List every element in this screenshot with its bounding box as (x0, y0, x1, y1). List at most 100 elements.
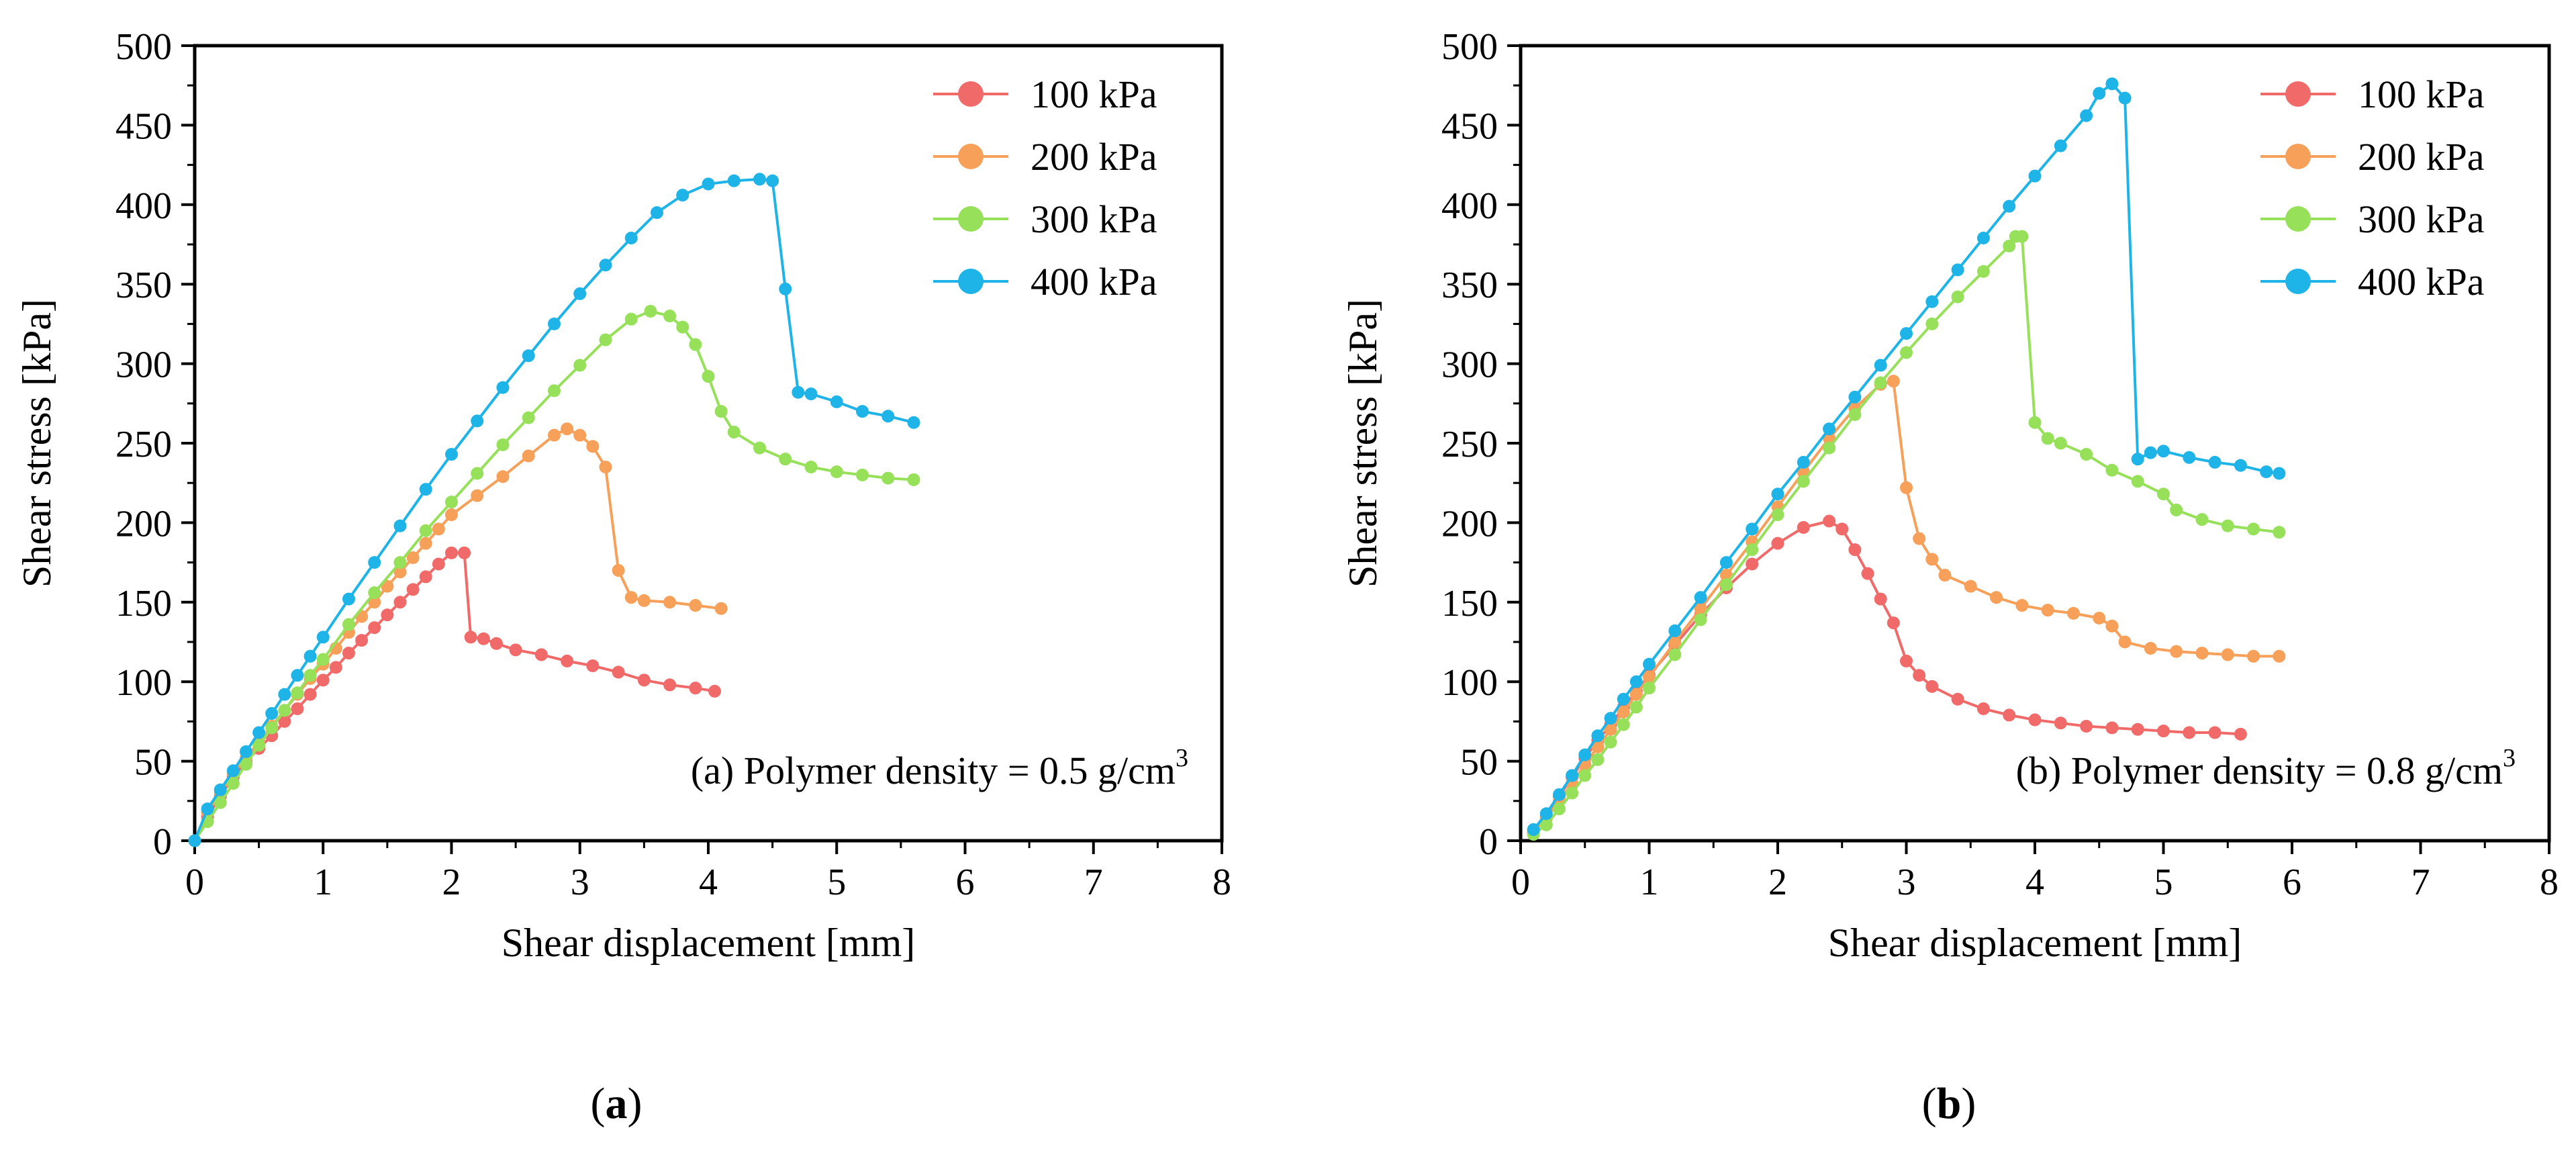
data-point (714, 602, 728, 615)
data-point (291, 702, 304, 715)
data-point (2093, 87, 2106, 100)
data-point (368, 621, 381, 635)
data-point (1925, 553, 1939, 566)
legend-marker (2285, 81, 2311, 107)
legend-label: 400 kPa (1031, 260, 1157, 304)
x-tick-label: 8 (1212, 862, 1231, 903)
data-point (303, 688, 317, 701)
data-point (342, 647, 355, 660)
series-line (193, 427, 722, 841)
data-point (2105, 721, 2119, 735)
data-point (599, 333, 612, 346)
data-point (586, 440, 600, 453)
data-point (1643, 682, 1656, 695)
data-point (702, 370, 715, 383)
data-point (1746, 557, 1759, 571)
data-point (1643, 657, 1656, 671)
series-400-kpa (1527, 77, 2286, 836)
data-point (612, 665, 625, 679)
data-point (1797, 521, 1810, 535)
data-point (1694, 591, 1707, 604)
legend-marker (958, 206, 984, 232)
y-tick-label: 100 (115, 662, 172, 704)
annotation-text: (b) Polymer density = 0.8 g/cm (2016, 749, 2503, 792)
x-tick-label: 7 (1084, 862, 1103, 903)
data-point (1629, 675, 1643, 688)
x-tick-label: 6 (956, 862, 975, 903)
data-point (368, 586, 381, 600)
y-tick-label: 400 (115, 185, 172, 227)
data-point (213, 783, 227, 796)
annotation-text: (a) Polymer density = 0.5 g/cm (691, 749, 1176, 792)
legend-marker (958, 269, 984, 294)
chart-panel-b: 0 1 2 3 4 5 6 7 8 0 50 100 150 200 250 300 350 400 450 500 S… (1341, 26, 2559, 1128)
data-point (804, 387, 818, 401)
data-point (2015, 230, 2029, 243)
data-point (830, 395, 843, 408)
data-point (2195, 647, 2209, 660)
data-point (1900, 481, 1913, 494)
data-point (2028, 416, 2042, 429)
data-point (419, 483, 432, 496)
data-point (2054, 139, 2067, 152)
data-point (432, 522, 445, 536)
data-point (624, 591, 638, 604)
data-point (612, 563, 625, 577)
data-point (1617, 718, 1630, 731)
data-point (2093, 611, 2106, 624)
data-point (471, 467, 484, 480)
y-tick-label: 350 (1441, 265, 1498, 306)
y-tick-label: 450 (1441, 105, 1498, 147)
data-point (265, 707, 279, 721)
data-point (1797, 475, 1810, 488)
data-point (1617, 692, 1630, 706)
data-point (445, 496, 458, 509)
data-point (1976, 702, 1990, 715)
data-point (689, 682, 702, 695)
data-point (1552, 788, 1566, 801)
data-point (1913, 532, 1926, 545)
data-point (419, 524, 432, 537)
data-point (663, 310, 677, 323)
data-point (1925, 680, 1939, 693)
legend-label: 300 kPa (1031, 197, 1157, 241)
x-axis-title: Shear displacement [mm] (1828, 921, 2242, 965)
y-tick-label: 50 (134, 742, 172, 784)
y-axis-title: Shear stress [kPa] (1341, 299, 1385, 588)
legend-marker (958, 81, 984, 107)
data-point (1694, 613, 1707, 627)
data-point (714, 405, 728, 418)
data-point (689, 338, 702, 351)
annotation-superscript: 3 (1176, 744, 1188, 772)
data-point (522, 411, 535, 424)
series-line (193, 551, 715, 841)
data-point (2247, 649, 2260, 663)
data-point (1643, 670, 1656, 684)
data-point (2157, 488, 2170, 501)
data-point (2003, 199, 2016, 213)
data-point (2170, 503, 2183, 516)
legend-label: 100 kPa (1031, 73, 1157, 116)
data-point (2221, 519, 2234, 532)
data-point (1539, 818, 1553, 831)
data-point (1617, 705, 1630, 718)
data-point (2170, 645, 2183, 658)
data-point (2003, 708, 2016, 722)
y-tick-label: 500 (1441, 26, 1498, 68)
data-point (753, 173, 766, 186)
x-tick-label: 4 (2025, 862, 2044, 903)
data-point (624, 232, 638, 245)
data-point (689, 599, 702, 612)
panel-caption: (a) (591, 1079, 642, 1128)
data-point (2054, 436, 2067, 450)
legend-label: 200 kPa (1031, 135, 1157, 179)
data-point (226, 777, 240, 790)
data-point (2105, 463, 2119, 477)
data-point (2105, 77, 2119, 91)
data-point (1668, 648, 1682, 661)
data-point (881, 410, 895, 423)
data-point (856, 405, 869, 418)
y-tick-label: 350 (115, 265, 172, 306)
panel-caption-letter: a (606, 1079, 628, 1128)
